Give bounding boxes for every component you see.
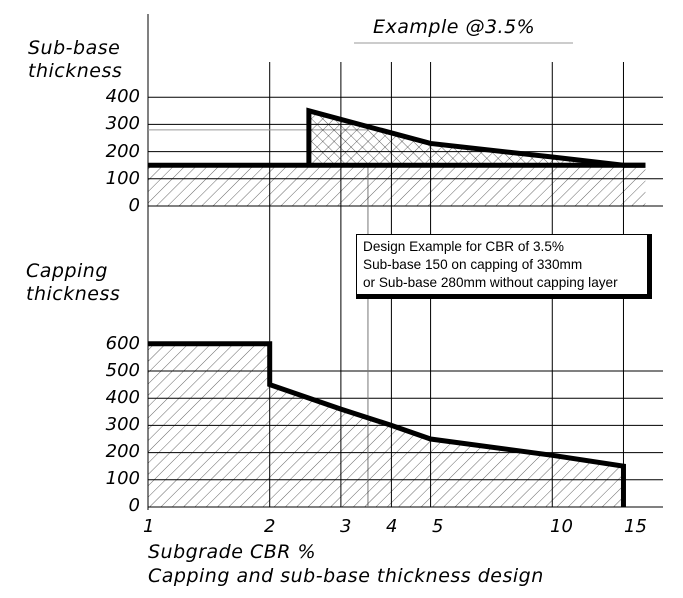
capping-axis-label-2: thickness bbox=[26, 283, 121, 305]
x-tick-2: 2 bbox=[264, 516, 276, 537]
subbase-y-tick-400: 400 bbox=[105, 86, 140, 107]
note-line-1: Design Example for CBR of 3.5% bbox=[363, 239, 564, 254]
subbase-hatched-band bbox=[148, 165, 646, 206]
no-capping-curve bbox=[306, 107, 646, 168]
figure-caption: Capping and sub-base thickness design bbox=[148, 565, 544, 587]
x-tick-3: 3 bbox=[340, 516, 352, 537]
subbase-y-tick-300: 300 bbox=[105, 113, 140, 134]
subbase-y-tick-0: 0 bbox=[128, 195, 140, 216]
capping-axis-label-1: Capping bbox=[26, 260, 108, 282]
subbase-y-tick-200: 200 bbox=[105, 141, 140, 162]
x-tick-10: 10 bbox=[550, 516, 573, 537]
x-tick-5: 5 bbox=[432, 516, 444, 537]
capping-y-tick-0: 0 bbox=[128, 495, 140, 516]
example-title: Example @3.5% bbox=[373, 16, 536, 38]
capping-y-tick-400: 400 bbox=[105, 387, 140, 408]
note-line-2: Sub-base 150 on capping of 330mm bbox=[363, 257, 583, 272]
x-tick-1: 1 bbox=[143, 516, 155, 537]
capping-y-tick-200: 200 bbox=[105, 441, 140, 462]
no-capping-hatch-b bbox=[308, 110, 646, 166]
series-lines bbox=[148, 107, 646, 507]
capping-y-tick-500: 500 bbox=[105, 360, 140, 381]
hatched-areas bbox=[148, 110, 646, 507]
subbase-axis-label-1: Sub-base bbox=[28, 37, 121, 59]
capping-y-tick-100: 100 bbox=[105, 468, 140, 489]
capping-curve bbox=[148, 341, 626, 507]
capping-y-tick-600: 600 bbox=[105, 333, 140, 354]
x-tick-4: 4 bbox=[386, 516, 398, 537]
subbase-y-tick-100: 100 bbox=[105, 168, 140, 189]
x-axis-title: Subgrade CBR % bbox=[148, 541, 317, 563]
subbase-axis-label-2: thickness bbox=[28, 60, 123, 82]
note-line-3: or Sub-base 280mm without capping layer bbox=[363, 275, 618, 290]
capping-y-tick-300: 300 bbox=[105, 414, 140, 435]
x-tick-15: 15 bbox=[624, 516, 647, 537]
design-example-note: Design Example for CBR of 3.5% Sub-base … bbox=[356, 234, 652, 299]
